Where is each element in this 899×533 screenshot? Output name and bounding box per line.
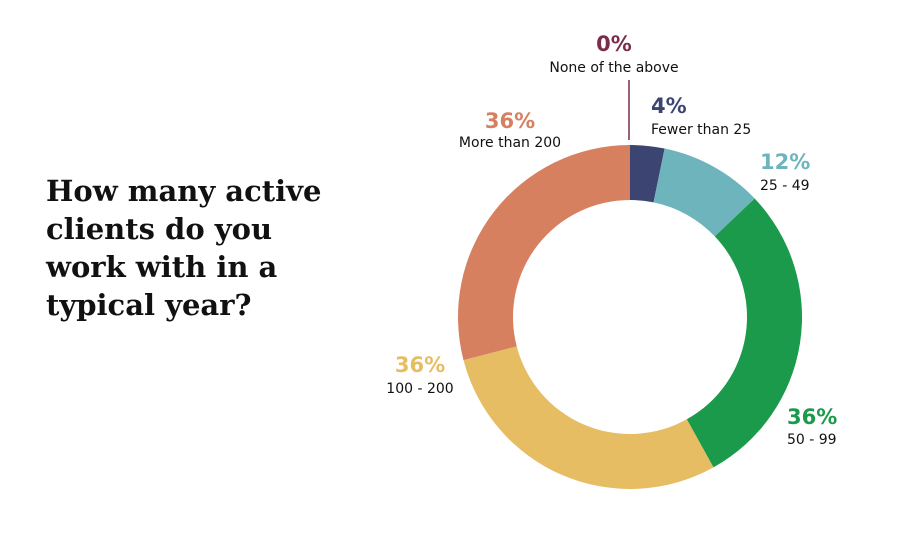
category-label: 50 - 99 <box>787 432 837 448</box>
donut-slice <box>458 145 630 361</box>
category-label: More than 200 <box>459 135 561 151</box>
value-label: 0% <box>596 32 632 56</box>
chart-title: How many active clients do you work with… <box>46 174 322 322</box>
donut-slice <box>463 346 714 489</box>
category-label: 25 - 49 <box>760 178 810 194</box>
donut-slice <box>686 198 803 468</box>
category-label: 100 - 200 <box>386 381 453 397</box>
category-label: Fewer than 25 <box>651 122 751 138</box>
category-label: None of the above <box>549 60 678 76</box>
donut-slice <box>653 148 755 237</box>
value-label: 4% <box>651 94 687 118</box>
value-label: 36% <box>395 353 445 377</box>
donut-slice <box>630 145 665 203</box>
value-label: 12% <box>760 150 810 174</box>
value-label: 36% <box>485 109 535 133</box>
value-label: 36% <box>787 405 837 429</box>
